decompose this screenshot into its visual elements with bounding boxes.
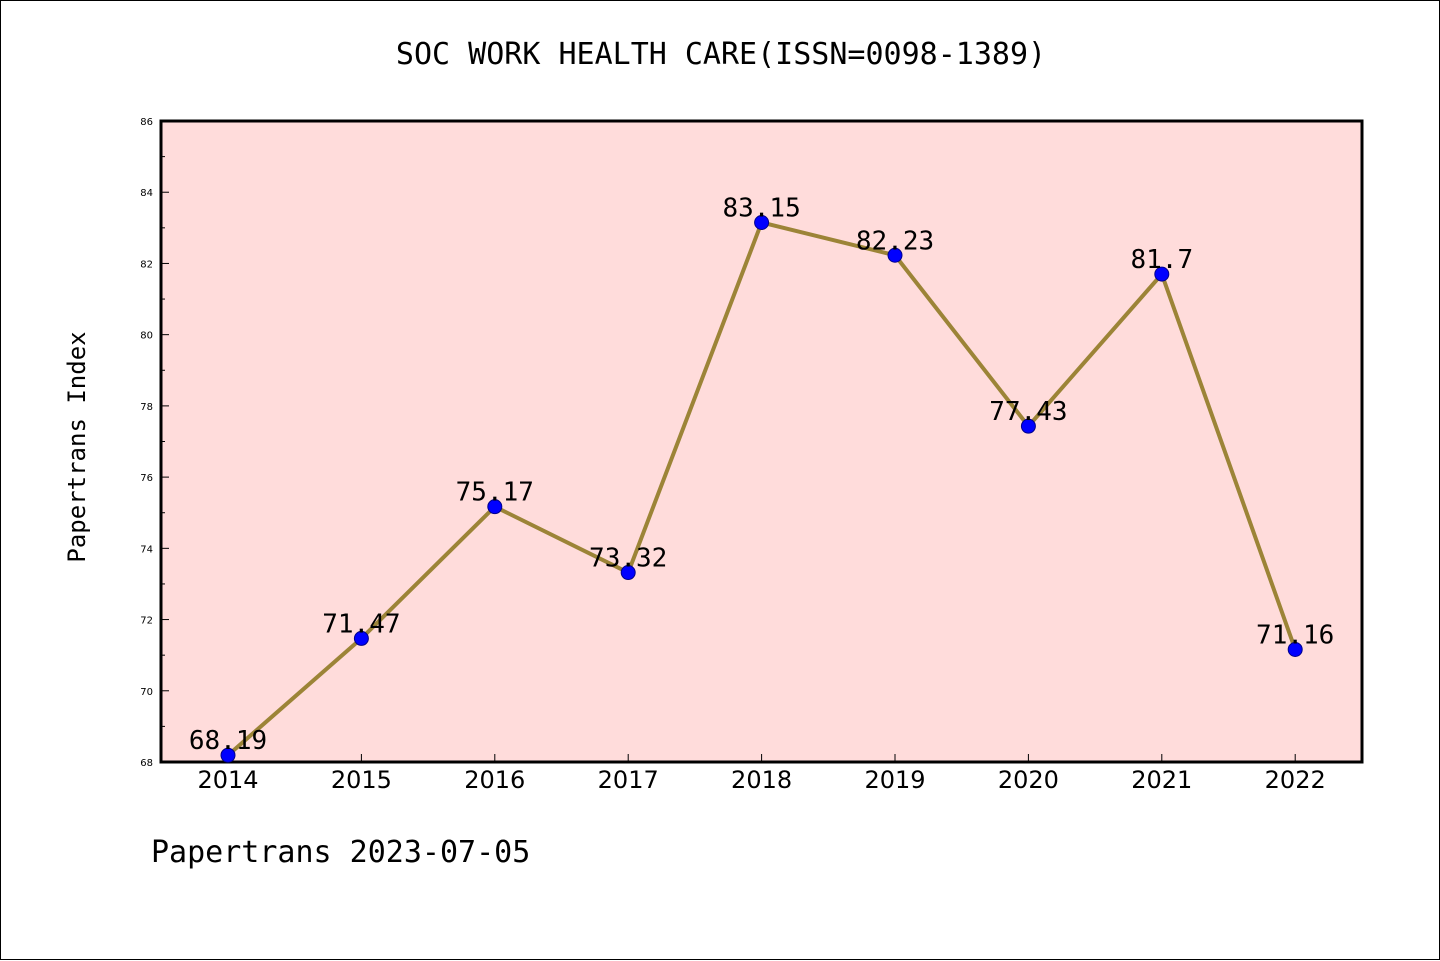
y-tick-label: 74	[140, 544, 153, 555]
data-label: 68.19	[189, 726, 267, 756]
x-tick-label: 2016	[464, 766, 525, 794]
data-point	[887, 247, 903, 263]
x-tick-label: 2017	[598, 766, 659, 794]
x-axis: 2014 2015 2016 2017 2018 2019 2020 2021 2022	[197, 754, 1326, 794]
data-label: 82.23	[856, 226, 934, 256]
y-tick-label: 86	[140, 117, 153, 128]
data-label: 81.7	[1130, 245, 1193, 275]
data-label: 77.43	[989, 397, 1067, 427]
y-tick-label: 70	[140, 687, 153, 698]
x-tick-label: 2022	[1265, 766, 1326, 794]
data-label: 73.32	[589, 544, 667, 574]
y-tick-label: 80	[140, 331, 153, 342]
x-tick-label: 2020	[998, 766, 1059, 794]
data-point	[1020, 418, 1036, 434]
x-tick-label: 2015	[331, 766, 392, 794]
data-labels: 68.19 71.47 75.17 73.32 83.15 82.23 77.43 81.7 7…	[189, 193, 1334, 756]
data-label: 71.47	[322, 609, 400, 639]
data-label: 83.15	[722, 193, 800, 223]
data-point	[220, 747, 236, 763]
data-point	[1287, 641, 1303, 657]
y-tick-label: 78	[140, 402, 153, 413]
y-tick-label: 82	[140, 259, 153, 270]
data-point	[754, 214, 770, 230]
chart-title: SOC WORK HEALTH CARE(ISSN=0098-1389)	[395, 37, 1047, 72]
data-point	[620, 565, 636, 581]
data-markers	[220, 214, 1303, 763]
y-axis-title: Papertrans Index	[63, 331, 91, 562]
data-point	[1154, 266, 1170, 282]
y-tick-label: 76	[140, 473, 153, 484]
y-tick-label: 68	[140, 758, 153, 769]
x-tick-label: 2021	[1131, 766, 1192, 794]
data-point	[487, 499, 503, 515]
y-tick-label: 84	[140, 188, 153, 199]
data-point	[353, 630, 369, 646]
x-tick-label: 2014	[197, 766, 258, 794]
footer-credit: Papertrans 2023-07-05	[151, 835, 531, 870]
x-tick-label: 2019	[864, 766, 925, 794]
data-label: 75.17	[456, 478, 534, 508]
data-label: 71.16	[1256, 620, 1334, 650]
x-tick-label: 2018	[731, 766, 792, 794]
y-axis: 68 70 72 74 76 78 80 82 84 86	[140, 117, 169, 769]
y-tick-label: 72	[140, 616, 153, 627]
